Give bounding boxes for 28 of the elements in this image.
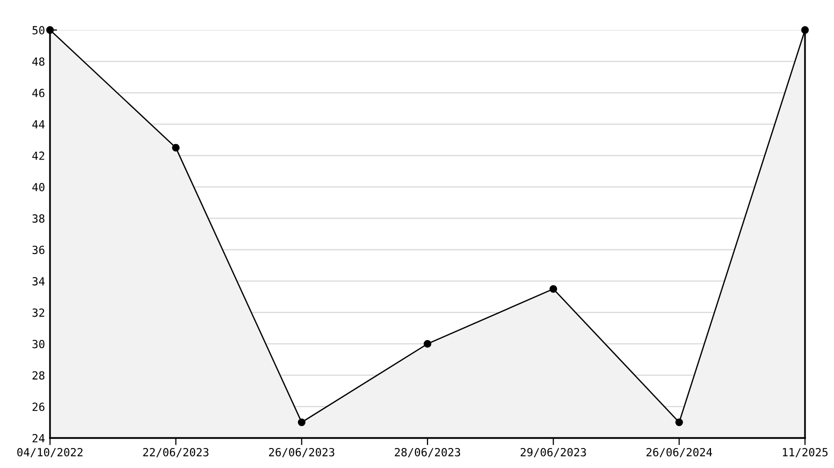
x-tick-label: 11/2025 [782,448,828,458]
y-tick-label: 46 [32,88,44,98]
point [298,418,306,426]
point [801,26,809,34]
y-tick-label: 30 [32,340,44,348]
x-tick-label: 26/06/2024 [646,448,712,458]
x-tick-label: 26/06/2023 [269,448,334,458]
y-tick-label: 40 [32,182,44,192]
y-tick-label: 34 [32,277,45,286]
y-tick-label: 32 [32,308,44,317]
y-tick-label: 36 [32,246,44,254]
y-tick-label: 44 [32,120,45,128]
point [172,144,180,152]
y-tick-label: 50 [32,26,44,34]
x-tick-label: 29/06/2023 [520,448,586,458]
point [46,26,54,34]
point [424,340,432,348]
y-tick-label: 26 [32,402,44,412]
x-tick-label: 04/10/2022 [17,448,83,458]
point [550,285,558,293]
x-tick-label: 28/06/2023 [394,448,460,458]
y-tick-label: 38 [32,214,44,223]
y-tick-label: 42 [32,152,44,160]
y-tick-label: 48 [32,57,44,66]
y-tick-label: 28 [32,371,44,380]
x-tick-label: 22/06/2023 [143,448,208,458]
y-tick-label: 24 [32,434,45,442]
point [675,418,683,426]
